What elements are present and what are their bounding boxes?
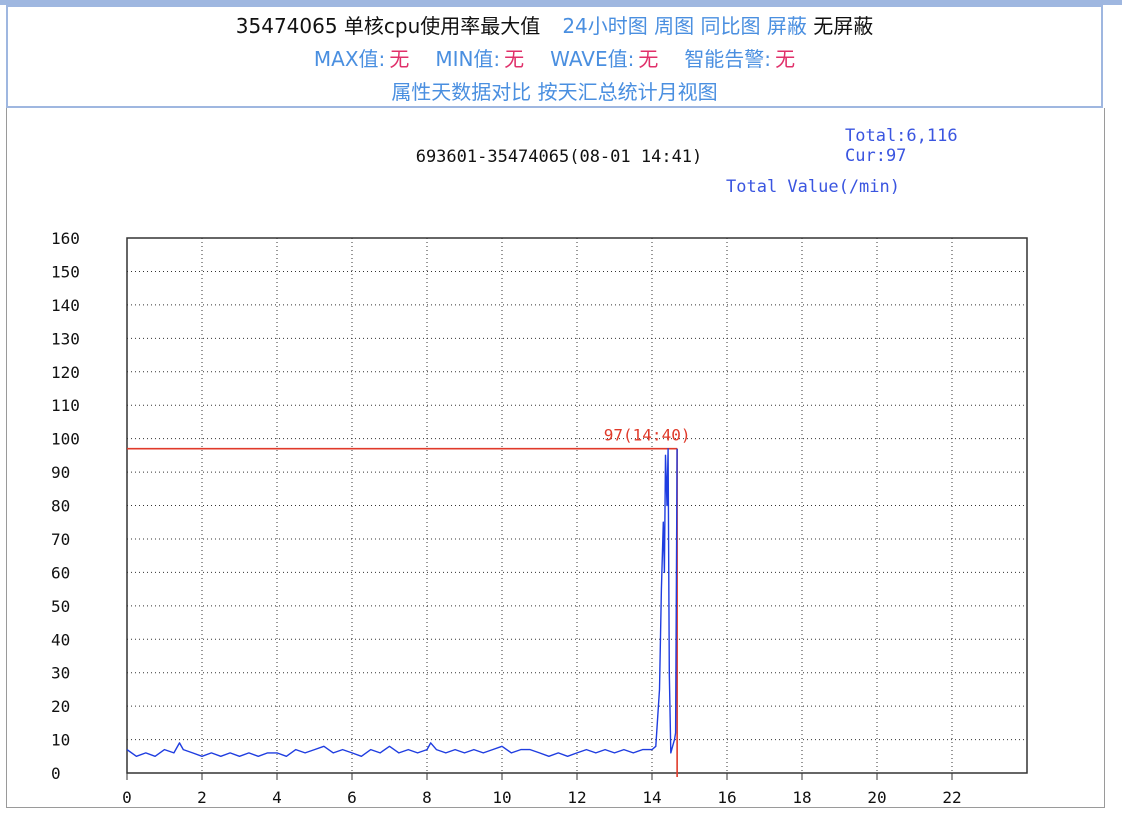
value-caption: Total Value(/min)	[726, 177, 900, 197]
y-tick-label: 10	[51, 731, 70, 750]
x-tick-label: 22	[942, 788, 961, 807]
wave-value: 无	[638, 47, 659, 71]
plot-frame	[126, 237, 1028, 774]
y-tick-label: 110	[51, 396, 80, 415]
link-mask[interactable]: 屏蔽	[766, 14, 807, 38]
link-monthly-summary[interactable]: 按天汇总统计月视图	[537, 80, 718, 104]
wave-label[interactable]: WAVE值:	[550, 47, 635, 71]
y-tick-label: 80	[51, 497, 70, 516]
y-tick-label: 40	[51, 630, 70, 649]
header-line-thresholds: MAX值: 无 MIN值: 无 WAVE值: 无智能告警: 无	[8, 46, 1101, 72]
max-marker-label: 97(14:40)	[604, 426, 691, 445]
min-label[interactable]: MIN值:	[435, 47, 501, 71]
y-tick-label: 50	[51, 597, 70, 616]
link-yoy-chart[interactable]: 同比图	[700, 14, 761, 38]
chart-title: 693601-35474065(08-01 14:41)	[416, 147, 703, 167]
mask-status: 无屏蔽	[813, 14, 874, 38]
x-tick-label: 16	[717, 788, 736, 807]
x-tick-label: 18	[792, 788, 811, 807]
min-value: 无	[504, 47, 525, 71]
y-tick-label: 70	[51, 530, 70, 549]
max-label[interactable]: MAX值:	[313, 47, 386, 71]
y-tick-label: 150	[51, 262, 80, 281]
y-tick-label: 130	[51, 329, 80, 348]
line-chart: 693601-35474065(08-01 14:41) Total:6,116C…	[51, 126, 1028, 807]
link-attr-day-compare[interactable]: 属性天数据对比	[391, 80, 532, 104]
y-tick-label: 120	[51, 363, 80, 382]
max-value: 无	[389, 47, 410, 71]
header-panel: 35474065 单核cpu使用率最大值 24小时图 周图 同比图 屏蔽 无屏蔽 …	[6, 5, 1103, 108]
y-tick-label: 160	[51, 229, 80, 248]
y-tick-label: 60	[51, 563, 70, 582]
y-tick-label: 100	[51, 430, 80, 449]
smart-alert-label[interactable]: 智能告警:	[684, 47, 772, 71]
link-24h-chart[interactable]: 24小时图	[562, 14, 648, 38]
header-line-title: 35474065 单核cpu使用率最大值 24小时图 周图 同比图 屏蔽 无屏蔽	[8, 13, 1101, 39]
smart-alert-value: 无	[775, 47, 796, 71]
x-tick-label: 4	[272, 788, 282, 807]
x-tick-label: 8	[422, 788, 432, 807]
x-tick-label: 20	[867, 788, 886, 807]
y-tick-label: 20	[51, 697, 70, 716]
top-accent-bar	[0, 0, 1122, 5]
x-tick-label: 2	[197, 788, 207, 807]
cur-label: Cur:97	[845, 146, 906, 166]
metric-title: 35474065 单核cpu使用率最大值	[235, 14, 541, 38]
x-tick-label: 10	[492, 788, 511, 807]
header-line-links: 属性天数据对比 按天汇总统计月视图	[8, 79, 1101, 105]
x-tick-label: 12	[567, 788, 586, 807]
y-tick-label: 140	[51, 296, 80, 315]
total-label: Total:6,116	[845, 126, 958, 146]
y-tick-label: 30	[51, 664, 70, 683]
x-tick-label: 0	[122, 788, 132, 807]
y-tick-label: 90	[51, 463, 70, 482]
chart-panel: 693601-35474065(08-01 14:41) Total:6,116 C…	[6, 108, 1105, 808]
y-tick-label: 0	[51, 764, 61, 783]
series-line-0	[126, 448, 678, 757]
x-tick-label: 6	[347, 788, 357, 807]
x-tick-label: 14	[642, 788, 661, 807]
link-week-chart[interactable]: 周图	[654, 14, 695, 38]
